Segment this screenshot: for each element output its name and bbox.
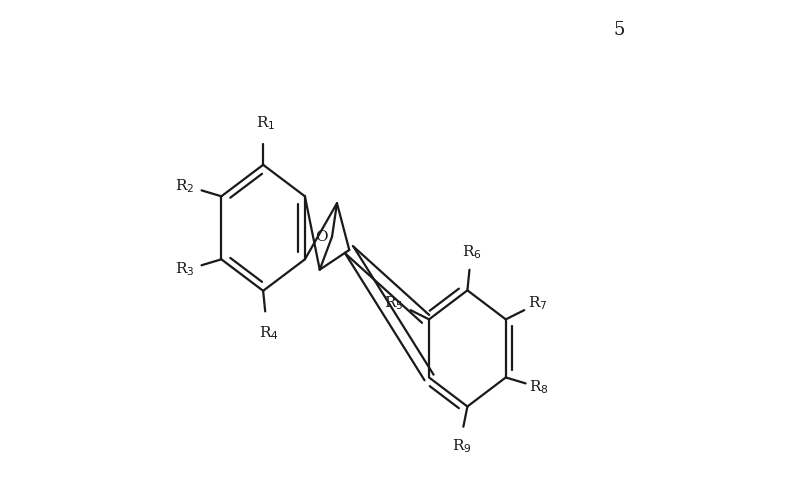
Text: 5: 5 <box>614 21 625 39</box>
Text: R$_6$: R$_6$ <box>462 243 482 261</box>
Text: R$_2$: R$_2$ <box>175 178 194 196</box>
Text: R$_3$: R$_3$ <box>175 260 194 278</box>
Text: R$_5$: R$_5$ <box>384 295 403 312</box>
Text: R$_4$: R$_4$ <box>259 324 279 342</box>
Text: R$_1$: R$_1$ <box>256 114 275 132</box>
Text: R$_8$: R$_8$ <box>529 379 549 396</box>
Text: R$_7$: R$_7$ <box>528 295 548 312</box>
Text: R$_9$: R$_9$ <box>452 437 471 455</box>
Text: O: O <box>315 230 328 244</box>
